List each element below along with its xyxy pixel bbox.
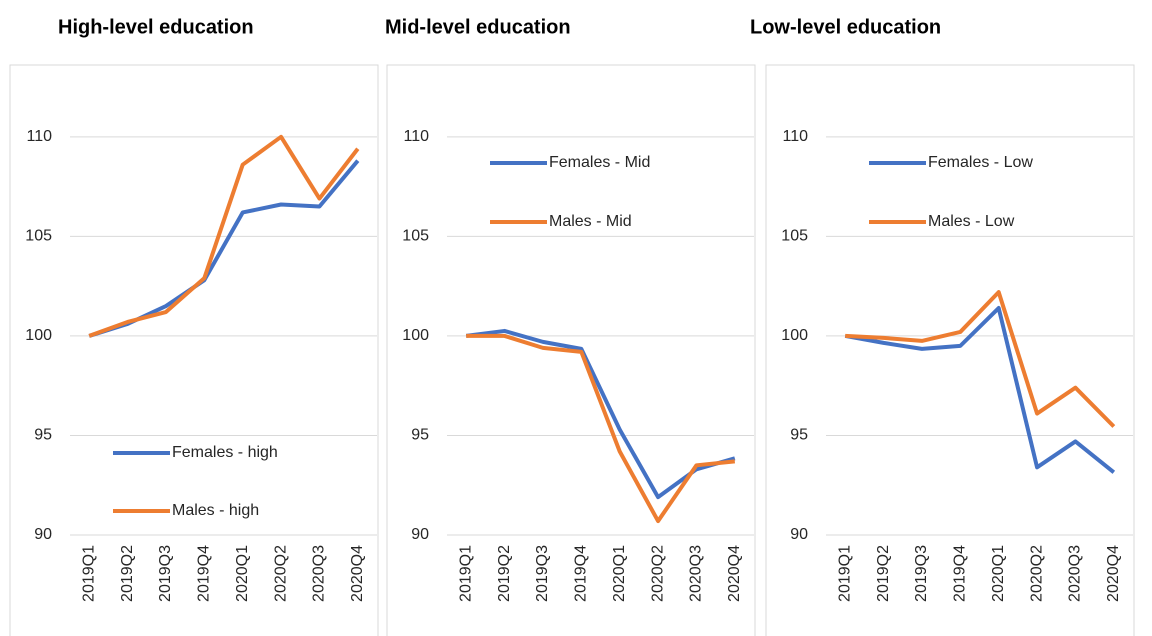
x-tick-label: 2020Q1: [611, 545, 628, 602]
y-tick-label: 100: [25, 327, 52, 344]
x-tick-label: 2020Q3: [1067, 545, 1084, 602]
y-tick-label: 90: [34, 526, 52, 543]
x-tick-label: 2019Q1: [836, 545, 853, 602]
x-tick-label: 2019Q3: [534, 545, 551, 602]
x-tick-label: 2019Q2: [496, 545, 513, 602]
x-tick-label: 2019Q3: [913, 545, 930, 602]
y-tick-label: 90: [790, 526, 808, 543]
line-series: [465, 328, 736, 500]
legend-label: Males - high: [172, 502, 259, 519]
line-series: [88, 159, 360, 338]
x-tick-label: 2019Q3: [157, 545, 174, 602]
y-tick-label: 95: [34, 427, 52, 444]
chart-title: Low-level education: [750, 16, 941, 38]
panel-frame: [9, 64, 379, 636]
panel-frame: [765, 64, 1135, 636]
legend-label: Females - high: [172, 444, 278, 461]
legend-label: Females - Low: [928, 154, 1033, 171]
y-tick-label: 105: [25, 228, 52, 245]
legend-label: Males - Mid: [549, 213, 632, 230]
y-tick-label: 110: [403, 128, 429, 145]
x-tick-label: 2020Q4: [726, 545, 743, 602]
y-tick-label: 110: [26, 128, 52, 145]
x-tick-label: 2020Q2: [649, 545, 666, 602]
y-tick-label: 100: [781, 327, 808, 344]
line-series: [88, 134, 360, 338]
chart-title: High-level education: [58, 16, 254, 38]
x-tick-label: 2020Q3: [688, 545, 705, 602]
x-tick-label: 2020Q2: [272, 545, 289, 602]
x-tick-label: 2020Q1: [234, 545, 251, 602]
line-series: [844, 306, 1116, 474]
x-tick-label: 2019Q2: [119, 545, 136, 602]
line-series: [845, 290, 1116, 428]
x-tick-label: 2019Q1: [80, 545, 97, 602]
y-tick-label: 110: [782, 128, 808, 145]
y-tick-label: 105: [781, 228, 808, 245]
x-tick-label: 2019Q1: [457, 545, 474, 602]
y-tick-label: 105: [402, 228, 429, 245]
chart-title: Mid-level education: [385, 16, 571, 38]
y-tick-label: 95: [411, 427, 429, 444]
y-tick-label: 90: [411, 526, 429, 543]
line-series: [466, 333, 736, 524]
legend-label: Females - Mid: [549, 154, 650, 171]
panel-frame: [386, 64, 756, 636]
x-tick-label: 2019Q4: [196, 545, 213, 602]
legend-label: Males - Low: [928, 213, 1015, 230]
x-tick-label: 2019Q2: [875, 545, 892, 602]
y-tick-label: 100: [402, 327, 429, 344]
x-tick-label: 2019Q4: [573, 545, 590, 602]
x-tick-label: 2020Q4: [1105, 545, 1122, 602]
x-tick-label: 2020Q3: [311, 545, 328, 602]
x-tick-label: 2019Q4: [952, 545, 969, 602]
y-tick-label: 95: [790, 427, 808, 444]
x-tick-label: 2020Q4: [349, 545, 366, 602]
x-tick-label: 2020Q1: [990, 545, 1007, 602]
x-tick-label: 2020Q2: [1028, 545, 1045, 602]
